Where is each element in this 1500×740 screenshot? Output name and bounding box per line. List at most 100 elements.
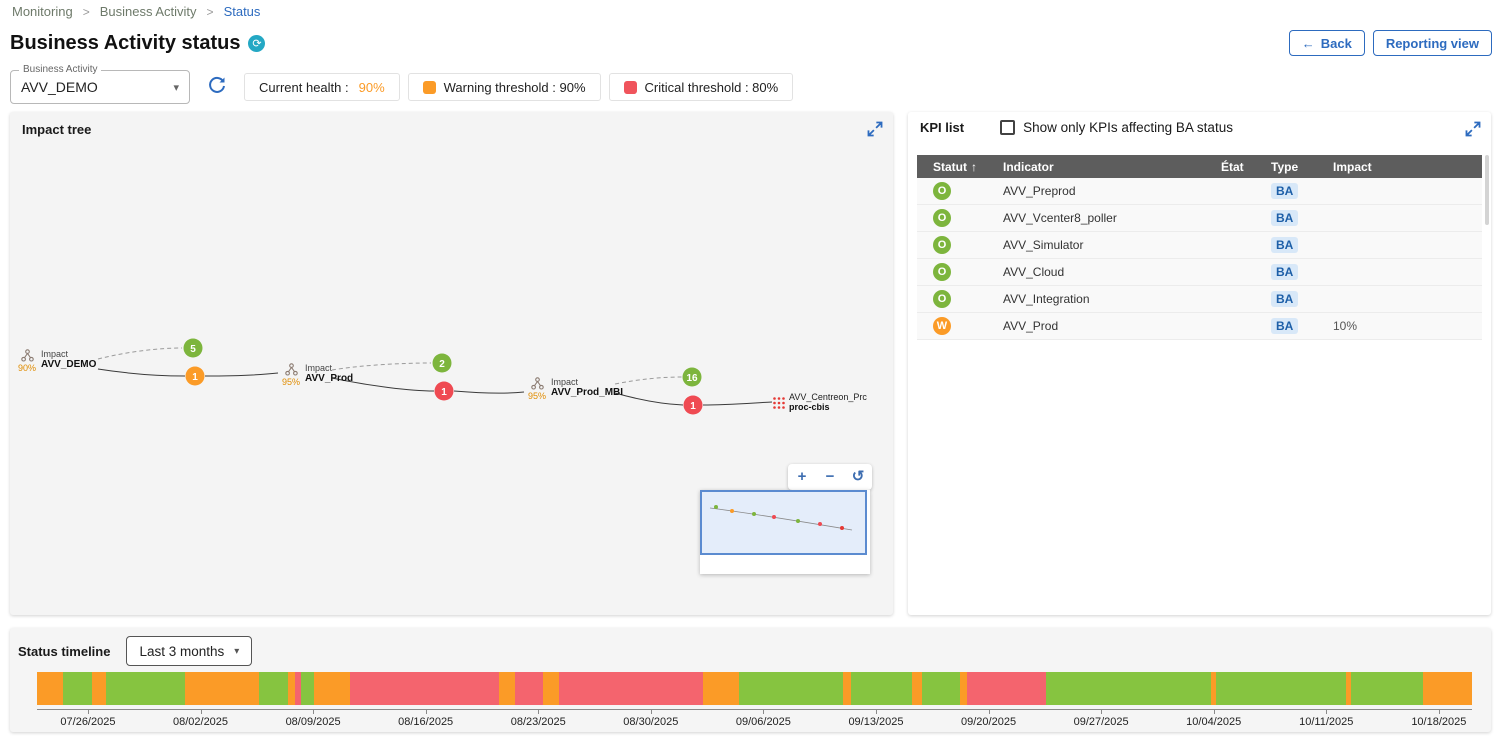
- kpi-filter-checkbox[interactable]: [1000, 120, 1016, 135]
- breadcrumb-monitoring[interactable]: Monitoring: [12, 4, 73, 19]
- timeline-segment[interactable]: [349, 672, 499, 705]
- axis-tick: [650, 709, 652, 714]
- impact-tree-canvas[interactable]: 5 1 2 1 16 1: [10, 112, 893, 615]
- timeline-segment[interactable]: [37, 672, 63, 705]
- kpi-list-expand-button[interactable]: [1463, 120, 1483, 140]
- node-impact-label: Impact: [41, 349, 69, 359]
- critical-badge[interactable]: 1: [683, 395, 703, 415]
- table-row[interactable]: O AVV_Simulator BA: [917, 232, 1482, 259]
- timeline-segment[interactable]: [1210, 672, 1217, 705]
- table-row[interactable]: O AVV_Vcenter8_poller BA: [917, 205, 1482, 232]
- status-badge: O: [933, 263, 951, 281]
- timeline-segment[interactable]: [91, 672, 106, 705]
- kpi-filter-toggle[interactable]: Show only KPIs affecting BA status: [1000, 120, 1233, 135]
- scrollbar[interactable]: [1485, 155, 1489, 610]
- tree-edge-dashed: [614, 376, 683, 385]
- kpi-type-chip: BA: [1271, 210, 1299, 226]
- tree-edge: [453, 390, 525, 394]
- zoom-in-button[interactable]: +: [790, 465, 814, 489]
- tree-node-avv-prod-mbi[interactable]: 95% Impact AVV_Prod_MBI: [526, 377, 623, 401]
- ok-badge[interactable]: 2: [432, 353, 452, 373]
- column-header-impact[interactable]: Impact: [1333, 159, 1372, 174]
- kpi-impact: 10%: [1333, 319, 1358, 333]
- chevron-down-icon: ▾: [234, 645, 240, 657]
- timeline-segment[interactable]: [62, 672, 92, 705]
- timeline-segment[interactable]: [959, 672, 967, 705]
- svg-text:16: 16: [686, 373, 698, 384]
- timeline-range-select[interactable]: Last 3 months ▾: [126, 636, 253, 666]
- axis-tick: [425, 709, 427, 714]
- table-row[interactable]: W AVV_Prod BA 10%: [917, 313, 1482, 340]
- timeline-segment[interactable]: [295, 672, 301, 705]
- table-row[interactable]: O AVV_Integration BA: [917, 286, 1482, 313]
- kpi-indicator: AVV_Simulator: [1003, 238, 1084, 252]
- back-button[interactable]: ← Back: [1288, 30, 1365, 56]
- axis-date-label: 08/02/2025: [172, 716, 229, 728]
- kpi-indicator: AVV_Cloud: [1003, 265, 1065, 279]
- status-timeline-bar[interactable]: [37, 672, 1472, 705]
- timeline-segment[interactable]: [288, 672, 296, 705]
- timeline-segment[interactable]: [702, 672, 739, 705]
- minimap-viewport[interactable]: [700, 490, 867, 555]
- title-actions: ← Back Reporting view: [1288, 30, 1492, 56]
- axis-date-label: 10/18/2025: [1411, 716, 1467, 728]
- timeline-segment[interactable]: [184, 672, 260, 705]
- status-badge: O: [933, 182, 951, 200]
- timeline-segment[interactable]: [966, 672, 1046, 705]
- timeline-segment[interactable]: [1216, 672, 1346, 705]
- zoom-reset-button[interactable]: ↺: [846, 465, 870, 489]
- column-header-statut[interactable]: Statut ↑: [933, 159, 977, 174]
- node-name: AVV_Prod_MBI: [551, 387, 624, 398]
- column-header-etat[interactable]: État: [1221, 159, 1244, 174]
- kpi-indicator: AVV_Integration: [1003, 292, 1090, 306]
- tree-node-leaf-service[interactable]: AVV_Centreon_Prc proc-cbis: [772, 392, 867, 412]
- zoom-out-button[interactable]: −: [818, 465, 842, 489]
- timeline-segment[interactable]: [850, 672, 913, 705]
- timeline-segment[interactable]: [1423, 672, 1472, 705]
- timeline-segment[interactable]: [1045, 672, 1211, 705]
- business-activity-select[interactable]: Business Activity AVV_DEMO ▾: [10, 64, 190, 104]
- tree-minimap[interactable]: [700, 490, 870, 574]
- axis-date-label: 10/04/2025: [1186, 716, 1242, 728]
- critical-badge[interactable]: 1: [434, 381, 454, 401]
- breadcrumb-status[interactable]: Status: [223, 4, 261, 19]
- timeline-segment[interactable]: [912, 672, 923, 705]
- kpi-type-chip: BA: [1271, 183, 1299, 199]
- timeline-segment[interactable]: [105, 672, 185, 705]
- refresh-button[interactable]: [206, 76, 228, 98]
- axis-tick: [313, 709, 315, 714]
- axis-date-label: 09/27/2025: [1073, 716, 1129, 728]
- axis-tick: [1101, 709, 1103, 714]
- axis-date-label: 08/30/2025: [623, 716, 679, 728]
- ok-badge[interactable]: 16: [682, 367, 702, 387]
- chevron-down-icon: ▾: [173, 81, 179, 94]
- timeline-segment[interactable]: [499, 672, 515, 705]
- table-row[interactable]: O AVV_Preprod BA: [917, 178, 1482, 205]
- column-header-type[interactable]: Type: [1271, 159, 1299, 174]
- timeline-segment[interactable]: [843, 672, 851, 705]
- svg-text:1: 1: [690, 401, 696, 412]
- kpi-indicator: AVV_Prod: [1003, 319, 1059, 333]
- ok-badge[interactable]: 5: [183, 338, 203, 358]
- timeline-segment[interactable]: [313, 672, 350, 705]
- timeline-segment[interactable]: [543, 672, 560, 705]
- timeline-segment[interactable]: [1351, 672, 1424, 705]
- timeline-segment[interactable]: [922, 672, 960, 705]
- column-header-indicator[interactable]: Indicator: [1003, 159, 1054, 174]
- svg-text:1: 1: [192, 372, 198, 383]
- reporting-view-button[interactable]: Reporting view: [1372, 30, 1492, 56]
- timeline-segment[interactable]: [259, 672, 289, 705]
- timeline-segment[interactable]: [300, 672, 314, 705]
- table-row[interactable]: O AVV_Cloud BA: [917, 259, 1482, 286]
- tree-node-avv-demo[interactable]: 90% Impact AVV_DEMO: [16, 349, 96, 373]
- breadcrumb-business-activity[interactable]: Business Activity: [99, 4, 197, 19]
- impact-tree-expand-button[interactable]: [865, 120, 885, 140]
- timeline-segment[interactable]: [738, 672, 844, 705]
- tree-node-avv-prod[interactable]: 95% Impact AVV_Prod: [280, 363, 353, 387]
- timeline-segment[interactable]: [559, 672, 703, 705]
- axis-date-label: 09/13/2025: [848, 716, 904, 728]
- tree-edge: [331, 377, 435, 392]
- timeline-segment[interactable]: [514, 672, 544, 705]
- warning-badge[interactable]: 1: [185, 366, 205, 386]
- timeline-segment[interactable]: [1345, 672, 1352, 705]
